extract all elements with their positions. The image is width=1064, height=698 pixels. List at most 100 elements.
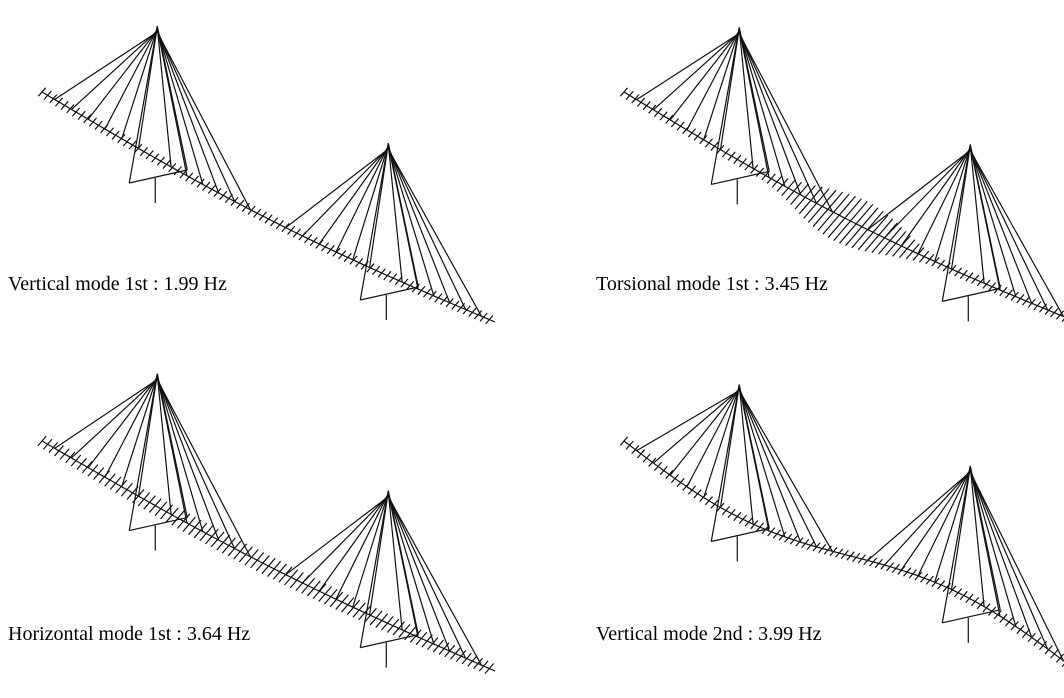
cable — [918, 469, 970, 576]
deck — [998, 615, 1004, 619]
deck — [212, 189, 218, 192]
deck — [104, 129, 110, 132]
deck — [472, 312, 478, 314]
deck — [342, 255, 348, 258]
cable — [157, 32, 250, 210]
deck — [1009, 622, 1015, 626]
tower-leg — [711, 385, 739, 542]
deck — [87, 119, 93, 122]
deck — [624, 92, 630, 95]
deck — [998, 289, 1004, 291]
tower-base — [360, 635, 418, 648]
deck — [777, 182, 783, 185]
deck — [484, 317, 490, 319]
deck — [302, 236, 308, 239]
deck — [692, 490, 698, 494]
panel-label: Vertical mode 2nd : 3.99 Hz — [596, 623, 822, 645]
cable — [157, 31, 234, 201]
deck — [235, 548, 241, 551]
deck — [664, 471, 670, 475]
cable — [739, 389, 800, 543]
deck — [223, 543, 229, 546]
deck — [743, 519, 749, 522]
deck — [1032, 637, 1038, 641]
deck — [467, 310, 473, 312]
deck — [890, 567, 896, 569]
tower-leg — [739, 385, 769, 529]
cable — [739, 391, 832, 552]
deck — [121, 139, 127, 142]
deck — [794, 191, 800, 194]
deck — [794, 540, 800, 542]
deck — [155, 158, 161, 161]
deck — [127, 490, 133, 493]
deck — [308, 586, 314, 589]
deck — [76, 461, 82, 464]
deck — [93, 122, 99, 125]
deck — [817, 203, 823, 206]
deck — [839, 215, 845, 218]
deck — [867, 560, 873, 562]
deck — [472, 661, 478, 663]
deck — [737, 159, 743, 162]
cable — [370, 144, 389, 267]
deck — [331, 250, 337, 253]
deck — [110, 480, 116, 483]
deck — [828, 209, 834, 212]
deck — [681, 126, 687, 129]
cable — [286, 497, 389, 575]
deck — [754, 169, 760, 172]
deck — [65, 105, 71, 108]
panel: Vertical mode 2nd : 3.99 Hz — [596, 385, 1064, 672]
cable — [319, 147, 388, 244]
deck — [353, 260, 359, 263]
deck — [913, 251, 919, 254]
cable — [88, 378, 157, 468]
deck — [189, 177, 195, 180]
deck — [1049, 310, 1055, 312]
deck — [975, 279, 981, 281]
deck — [382, 621, 388, 624]
deck — [754, 525, 760, 527]
deck — [110, 132, 116, 135]
deck — [314, 241, 320, 244]
cable — [970, 148, 1031, 303]
deck — [116, 483, 122, 486]
deck — [986, 608, 992, 611]
cable — [302, 148, 388, 236]
deck — [720, 507, 726, 510]
deck — [856, 224, 862, 227]
cable — [670, 389, 739, 476]
deck — [732, 514, 738, 517]
deck — [1009, 294, 1015, 296]
deck — [732, 156, 738, 159]
deck — [913, 574, 919, 576]
deck — [737, 517, 743, 520]
deck — [302, 583, 308, 586]
cable — [637, 33, 740, 99]
deck — [907, 572, 913, 574]
deck — [450, 303, 456, 305]
deck — [336, 252, 342, 255]
panel-label: Vertical mode 1st : 1.99 Hz — [8, 273, 227, 295]
deck — [121, 486, 127, 489]
deck — [935, 582, 941, 584]
deck — [93, 470, 99, 473]
cable — [637, 391, 740, 451]
deck — [952, 269, 958, 272]
deck — [48, 95, 54, 98]
deck — [325, 247, 331, 250]
deck — [297, 233, 303, 236]
cable — [55, 32, 158, 100]
deck — [127, 142, 133, 145]
cable — [302, 496, 388, 583]
deck — [817, 547, 823, 549]
deck — [822, 206, 828, 209]
deck — [331, 597, 337, 600]
deck — [647, 458, 653, 462]
deck — [935, 262, 941, 265]
deck — [42, 92, 48, 95]
deck — [675, 123, 681, 126]
deck — [269, 566, 275, 569]
deck — [416, 636, 422, 639]
